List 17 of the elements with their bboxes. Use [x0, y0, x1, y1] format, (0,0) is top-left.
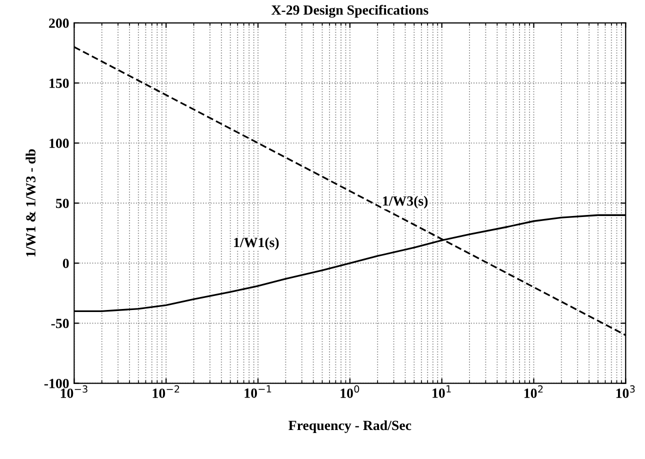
x-axis-title: Frequency - Rad/Sec [288, 420, 412, 433]
text: 1/W1(s) [234, 237, 279, 250]
y-axis-title: 1/W1 & 1/W3 - db [26, 149, 36, 256]
x-tick-label: 10$^{3}$ [616, 385, 635, 398]
y-tick-label: 200 [49, 18, 69, 28]
x-tick-label: 10$^{1}$ [432, 385, 451, 398]
x-tick-label: 10$^{−1}$ [244, 385, 272, 398]
x-tick-label: 10$^{−2}$ [152, 385, 180, 398]
y-tick-label: 150 [50, 78, 69, 88]
series-label: 1/W3(s) [383, 196, 428, 209]
y-tick-label: 0 [62, 258, 69, 268]
x-tick-label: 10$^{0}$ [340, 385, 360, 398]
y-tick-label: 50 [56, 198, 69, 208]
x-tick-label: 10$^{2}$ [524, 385, 543, 398]
chart-title: X-29 Design Specifications [271, 4, 428, 18]
y-tick-label: -50 [51, 318, 69, 328]
y-tick-label: 100 [50, 138, 69, 148]
